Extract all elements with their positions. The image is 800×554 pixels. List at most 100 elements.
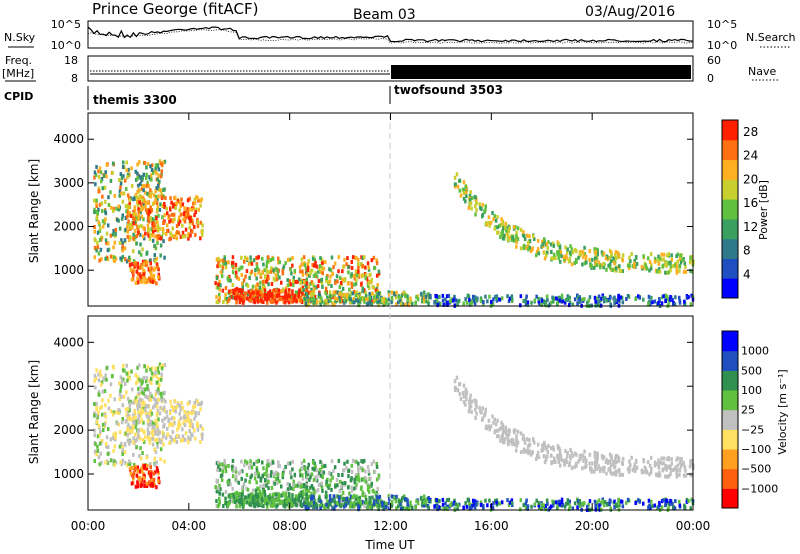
- power-cell: [598, 263, 602, 268]
- power-cell: [506, 234, 510, 239]
- velocity-cell: [481, 406, 484, 411]
- velocity-colorbar-tick: −500: [741, 463, 771, 476]
- velocity-cell: [658, 500, 661, 505]
- power-cell: [456, 302, 459, 307]
- power-cell: [144, 208, 148, 212]
- velocity-cell: [374, 502, 378, 507]
- power-cell: [243, 259, 246, 264]
- power-cell: [492, 217, 495, 222]
- velocity-cell: [633, 462, 636, 467]
- power-cell: [153, 221, 156, 226]
- velocity-cell: [462, 400, 466, 405]
- velocity-cell: [498, 501, 502, 506]
- power-cell: [235, 297, 238, 302]
- power-cell: [161, 160, 165, 165]
- velocity-cell: [134, 396, 138, 401]
- velocity-cell: [312, 504, 316, 509]
- velocity-cell: [159, 440, 163, 445]
- velocity-cell: [154, 431, 157, 436]
- velocity-cell: [293, 472, 297, 477]
- velocity-cell: [348, 497, 352, 502]
- power-cell: [196, 224, 200, 229]
- power-cell: [194, 207, 198, 212]
- velocity-cell: [578, 503, 582, 508]
- power-cell: [201, 232, 204, 237]
- velocity-cell: [321, 475, 324, 479]
- power-cell: [550, 250, 553, 254]
- power-cell: [490, 299, 493, 304]
- power-cell: [290, 298, 293, 303]
- power-cell: [297, 292, 301, 297]
- velocity-cell: [500, 420, 503, 425]
- power-cell: [354, 293, 357, 298]
- velocity-cell: [256, 471, 260, 475]
- power-cell: [149, 188, 152, 193]
- power-cell: [125, 214, 129, 219]
- power-cell: [137, 196, 140, 201]
- power-cell: [104, 211, 108, 216]
- power-cell: [166, 211, 169, 216]
- velocity-cell: [185, 412, 189, 417]
- velocity-cell: [107, 445, 110, 450]
- velocity-cell: [222, 504, 225, 508]
- velocity-cell: [348, 491, 351, 496]
- power-colorbar-swatch: [722, 120, 738, 141]
- velocity-cell: [371, 488, 375, 493]
- velocity-cell: [129, 426, 132, 431]
- velocity-cell: [173, 416, 176, 421]
- power-cell: [650, 263, 653, 268]
- power-cell: [324, 291, 328, 296]
- velocity-cell: [194, 413, 197, 418]
- velocity-cell: [291, 493, 294, 498]
- power-cell: [522, 243, 526, 248]
- velocity-cell: [385, 502, 388, 507]
- velocity-cell: [272, 472, 275, 477]
- power-cell: [269, 258, 273, 262]
- power-cell: [137, 224, 141, 229]
- velocity-cell: [350, 476, 353, 481]
- velocity-cell: [435, 498, 438, 502]
- power-cell: [560, 296, 564, 300]
- power-cell: [118, 189, 122, 194]
- power-cell: [97, 175, 101, 179]
- power-cell: [554, 296, 558, 301]
- power-cell: [166, 223, 169, 228]
- velocity-cell: [669, 464, 672, 469]
- velocity-cell: [445, 498, 449, 503]
- velocity-cell: [536, 442, 540, 447]
- velocity-cell: [298, 493, 301, 498]
- power-cell: [280, 280, 283, 285]
- velocity-cell: [178, 423, 182, 428]
- velocity-cell: [99, 373, 103, 378]
- velocity-cell: [133, 423, 137, 428]
- power-cell: [156, 228, 160, 233]
- velocity-cell: [226, 480, 229, 485]
- velocity-cell: [660, 461, 664, 466]
- power-cell: [601, 293, 604, 298]
- power-cell: [596, 296, 599, 301]
- beam-title: Beam 03: [353, 7, 416, 23]
- power-cell: [513, 238, 517, 243]
- power-cell: [162, 220, 165, 225]
- velocity-cell: [656, 462, 659, 467]
- power-cell: [522, 233, 526, 238]
- velocity-cell: [273, 492, 276, 497]
- power-cell: [484, 204, 487, 209]
- power-cell: [158, 226, 161, 231]
- power-cell: [570, 262, 574, 267]
- velocity-cell: [194, 436, 197, 441]
- velocity-cell: [360, 459, 363, 464]
- power-cell: [306, 294, 309, 299]
- power-cell: [271, 289, 275, 293]
- power-cell: [533, 298, 537, 303]
- power-cell: [364, 265, 367, 270]
- power-cell: [571, 250, 575, 255]
- velocity-cell: [224, 465, 227, 470]
- velocity-cell: [230, 498, 233, 503]
- velocity-cell: [121, 448, 124, 453]
- velocity-cell: [614, 470, 618, 475]
- velocity-cell: [158, 430, 161, 435]
- velocity-cell: [126, 438, 129, 443]
- power-cell: [473, 301, 477, 306]
- velocity-cell: [492, 420, 495, 425]
